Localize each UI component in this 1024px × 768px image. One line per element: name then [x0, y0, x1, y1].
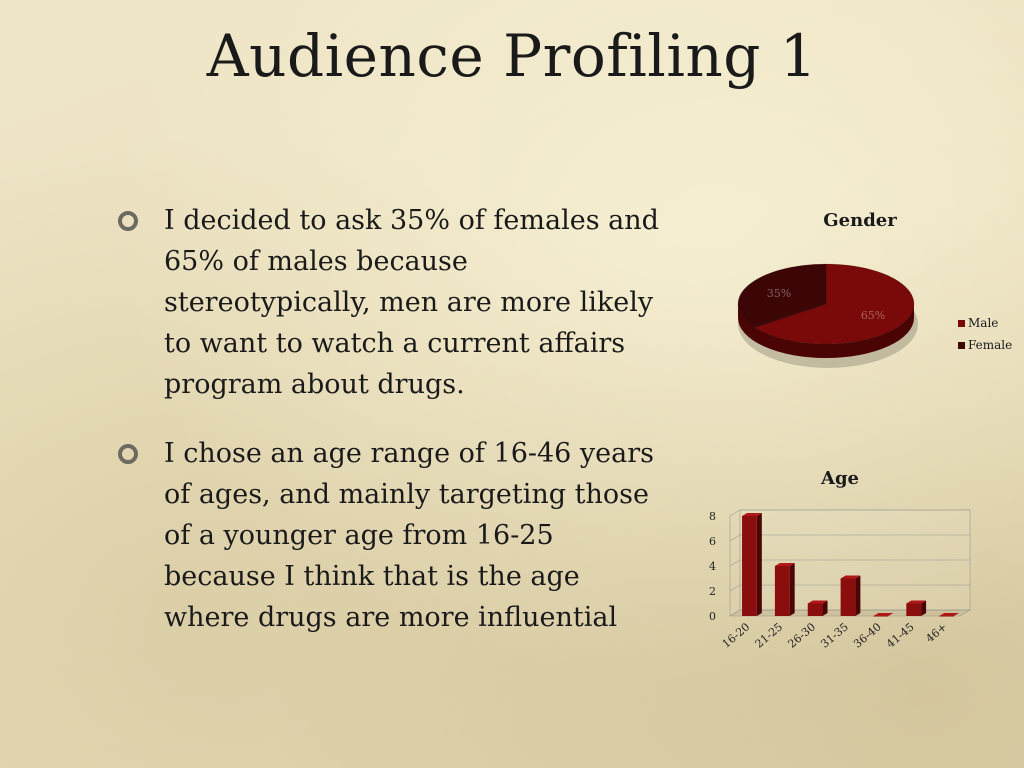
- bar-front: [742, 516, 757, 616]
- bar: [939, 613, 959, 617]
- bar-side: [921, 600, 927, 616]
- bar: [807, 600, 828, 616]
- bar-front: [873, 616, 889, 617]
- gridline: [729, 534, 970, 542]
- bullet-item: I chose an age range of 16-46 years of a…: [112, 433, 672, 638]
- bar-side: [756, 513, 762, 616]
- gender-legend: Male Female: [958, 312, 1012, 356]
- bullet-list: I decided to ask 35% of females and 65% …: [112, 200, 672, 666]
- pie-slice: [737, 263, 827, 328]
- y-tick-label: 8: [709, 510, 716, 523]
- pie-slice: [754, 263, 915, 345]
- bar-front: [906, 603, 922, 616]
- bar-front: [939, 616, 954, 617]
- x-tick-label: 26-30: [785, 620, 818, 650]
- bar: [742, 513, 762, 616]
- bar-side: [789, 563, 795, 616]
- bar-top: [873, 613, 894, 616]
- bar: [840, 575, 861, 616]
- legend-swatch: [958, 341, 965, 349]
- bar-front: [807, 603, 823, 616]
- age-chart-title: Age: [820, 468, 859, 489]
- gridline: [729, 509, 970, 517]
- y-tick-label: 4: [709, 560, 716, 573]
- pie-data-label: 65%: [861, 309, 885, 322]
- pie-side: [738, 304, 914, 358]
- x-tick-label: 21-25: [753, 620, 786, 650]
- x-tick-label: 36-40: [851, 620, 884, 650]
- gender-pie-chart: 65% 35%: [737, 263, 918, 368]
- circle-bullet-icon: [118, 444, 138, 464]
- gridline: [729, 584, 970, 592]
- bar-front: [774, 566, 790, 616]
- x-tick-label: 41-45: [884, 620, 917, 650]
- bar-top: [939, 613, 959, 616]
- bar-top: [807, 600, 828, 604]
- slide-title: Audience Profiling 1: [206, 22, 818, 90]
- x-tick-label: 16-20: [720, 620, 753, 650]
- gender-chart-title: Gender: [823, 210, 897, 231]
- bar-top: [742, 513, 762, 516]
- bar-side: [822, 600, 828, 616]
- bar: [774, 563, 795, 616]
- gridline: [729, 559, 970, 567]
- legend-label: Male: [968, 316, 999, 330]
- bar-top: [906, 600, 927, 604]
- legend-item-female: Female: [958, 334, 1012, 356]
- bar-side: [855, 575, 861, 616]
- legend-swatch: [958, 319, 965, 327]
- circle-bullet-icon: [118, 211, 138, 231]
- y-tick-label: 0: [709, 610, 716, 623]
- bullet-text: I chose an age range of 16-46 years of a…: [164, 438, 655, 633]
- x-tick-label: 46+: [923, 620, 949, 645]
- bar-top: [840, 575, 861, 579]
- bullet-item: I decided to ask 35% of females and 65% …: [112, 200, 672, 405]
- age-bar-chart: 0 2 4 6 8 16-20 21-25 26-30 31-35 36-40 41-45 46+: [709, 509, 972, 651]
- bar: [906, 600, 927, 616]
- bar: [873, 613, 894, 617]
- legend-item-male: Male: [958, 312, 1012, 334]
- pie-data-label: 35%: [767, 287, 791, 300]
- bar-front: [840, 578, 856, 616]
- y-tick-label: 2: [709, 585, 716, 598]
- y-tick-label: 6: [709, 535, 716, 548]
- legend-label: Female: [968, 338, 1013, 352]
- bar-top: [774, 563, 795, 566]
- bullet-text: I decided to ask 35% of females and 65% …: [164, 205, 659, 400]
- x-tick-label: 31-35: [818, 620, 851, 650]
